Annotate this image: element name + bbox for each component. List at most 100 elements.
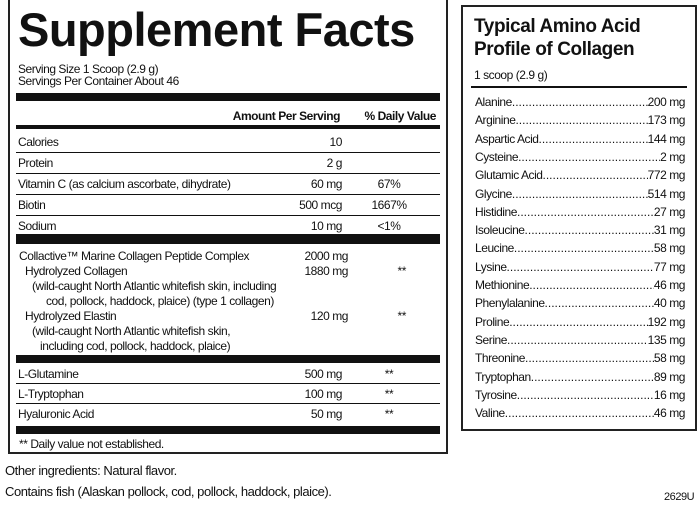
dot-leader: ........................................…: [544, 296, 654, 311]
dot-leader: ........................................…: [511, 186, 648, 201]
product-code: 2629U: [664, 491, 695, 503]
dot-leader: ........................................…: [530, 369, 654, 384]
amino-acid-row: Histidine...............................…: [475, 205, 685, 223]
amino-acid-value: 46 mg: [653, 406, 686, 421]
amino-acid-row: Lysine..................................…: [475, 260, 685, 278]
ingredient-amount: 50 mg: [310, 407, 343, 421]
amino-acid-value: 77 mg: [653, 259, 686, 274]
ingredient-daily-value: **: [384, 407, 394, 421]
dot-leader: ........................................…: [516, 387, 654, 402]
dot-leader: ........................................…: [529, 278, 654, 292]
amino-acid-row: Tryptophan..............................…: [475, 370, 685, 388]
amino-acid-name: Cysteine: [475, 149, 519, 164]
dot-leader: ........................................…: [504, 406, 654, 421]
amino-acid-row: Methionine..............................…: [475, 278, 685, 296]
dot-leader: ........................................…: [525, 351, 654, 366]
amino-acid-row: Leucine.................................…: [475, 241, 685, 259]
amino-acid-name: Leucine: [475, 241, 514, 256]
dot-leader: ........................................…: [518, 149, 660, 164]
amino-acid-row: Aspartic Acid...........................…: [475, 132, 685, 150]
amino-acid-name: Tryptophan: [475, 369, 531, 384]
other-ingredients: Other ingredients: Natural flavor.: [5, 463, 177, 478]
amino-acid-row: Proline.................................…: [475, 315, 685, 333]
ingredient-name: L-Tryptophan: [18, 387, 84, 401]
header-amount: Amount Per Serving: [232, 109, 341, 123]
amino-acid-value: 135 mg: [647, 332, 686, 347]
amino-acid-value: 200 mg: [647, 95, 686, 109]
complex-name: Collactive™ Marine Collagen Peptide Comp…: [19, 249, 250, 263]
nutrient-amount: 2 g: [326, 156, 343, 170]
amino-acid-name: Proline: [475, 314, 510, 329]
amino-acid-name: Valine: [475, 406, 505, 421]
amino-acid-row: Arginine................................…: [475, 113, 685, 131]
amino-acid-row: Cysteine................................…: [475, 150, 685, 168]
amino-acid-row: Threonine...............................…: [475, 351, 685, 369]
amino-acid-name: Isoleucine: [475, 223, 525, 238]
amino-acid-profile-panel: Typical Amino Acid Profile of Collagen 1…: [461, 5, 697, 431]
dot-leader: ........................................…: [513, 241, 654, 256]
amino-acid-name: Lysine: [475, 259, 507, 274]
divider: [16, 125, 440, 129]
nutrient-name: Sodium: [18, 219, 56, 233]
amino-acid-value: 89 mg: [653, 369, 686, 384]
amino-title-line: Profile of Collagen: [474, 39, 635, 60]
nutrient-row: Calories 10: [16, 132, 440, 153]
nutrient-daily-value: 67%: [377, 177, 401, 191]
ingredient-row: L-Glutamine 500 mg **: [16, 364, 440, 384]
dot-leader: ........................................…: [509, 314, 647, 329]
ingredient-name: Hyaluronic Acid: [18, 407, 94, 421]
nutrient-row: Biotin 500 mcg 1667%: [16, 195, 440, 216]
amino-acid-name: Glutamic Acid: [475, 168, 543, 183]
collagen-desc: cod, pollock, haddock, plaice) (type 1 c…: [46, 294, 274, 308]
amino-acid-name: Glycine: [475, 186, 512, 201]
amino-title-line: Typical Amino Acid: [474, 16, 641, 37]
nutrient-name: Protein: [18, 156, 53, 170]
amino-acid-name: Methionine: [475, 278, 530, 292]
elastin-name: Hydrolyzed Elastin: [25, 309, 117, 323]
amino-acid-name: Alanine: [475, 95, 512, 109]
allergen-statement: Contains fish (Alaskan pollock, cod, pol…: [5, 484, 332, 499]
collagen-amount: 1880 mg: [304, 264, 348, 278]
ingredient-daily-value: **: [384, 367, 394, 381]
divider: [16, 93, 440, 101]
amino-acid-value: 58 mg: [653, 351, 686, 366]
amino-acid-name: Phenylalanine: [475, 296, 545, 311]
amino-acid-value: 27 mg: [653, 204, 686, 219]
amino-acid-row: Glutamic Acid...........................…: [475, 168, 685, 186]
amino-acid-row: Valine..................................…: [475, 406, 685, 424]
dot-leader: ........................................…: [524, 223, 654, 238]
panel-title: Supplement Facts: [18, 3, 415, 56]
amino-acid-name: Aspartic Acid: [475, 131, 539, 146]
amino-acid-name: Arginine: [475, 113, 516, 128]
nutrient-name: Vitamin C (as calcium ascorbate, dihydra…: [18, 177, 231, 191]
collagen-desc: (wild-caught North Atlantic whitefish sk…: [32, 279, 277, 293]
ingredient-daily-value: **: [384, 387, 394, 401]
nutrient-amount: 60 mg: [310, 177, 343, 191]
amino-acid-row: Glycine.................................…: [475, 187, 685, 205]
amino-acid-row: Alanine.................................…: [475, 95, 685, 113]
ingredient-row: L-Tryptophan 100 mg **: [16, 384, 440, 404]
nutrient-amount: 10: [329, 135, 343, 149]
amino-acid-value: 192 mg: [647, 314, 686, 329]
divider: [471, 86, 687, 88]
elastin-dv: **: [397, 309, 407, 323]
nutrient-amount: 10 mg: [310, 219, 343, 233]
footnote: ** Daily value not established.: [19, 437, 164, 451]
amino-acid-value: 772 mg: [647, 168, 686, 183]
amino-acid-name: Histidine: [475, 204, 517, 219]
amino-acid-value: 40 mg: [653, 296, 686, 311]
collagen-name: Hydrolyzed Collagen: [25, 264, 128, 278]
divider: [16, 355, 440, 363]
elastin-desc: including cod, pollock, haddock, plaice): [40, 339, 231, 353]
collagen-dv: **: [397, 264, 407, 278]
dot-leader: ........................................…: [516, 204, 654, 219]
amino-acid-row: Isoleucine..............................…: [475, 223, 685, 241]
dot-leader: ........................................…: [538, 131, 648, 146]
header-daily-value: % Daily Value: [364, 109, 436, 123]
nutrient-daily-value: <1%: [377, 219, 401, 233]
nutrient-row: Sodium 10 mg <1%: [16, 216, 440, 236]
amino-acid-value: 16 mg: [653, 387, 686, 402]
dot-leader: ........................................…: [506, 259, 654, 274]
amino-acid-value: 2 mg: [660, 149, 685, 164]
amino-acid-name: Tyrosine: [475, 387, 517, 402]
